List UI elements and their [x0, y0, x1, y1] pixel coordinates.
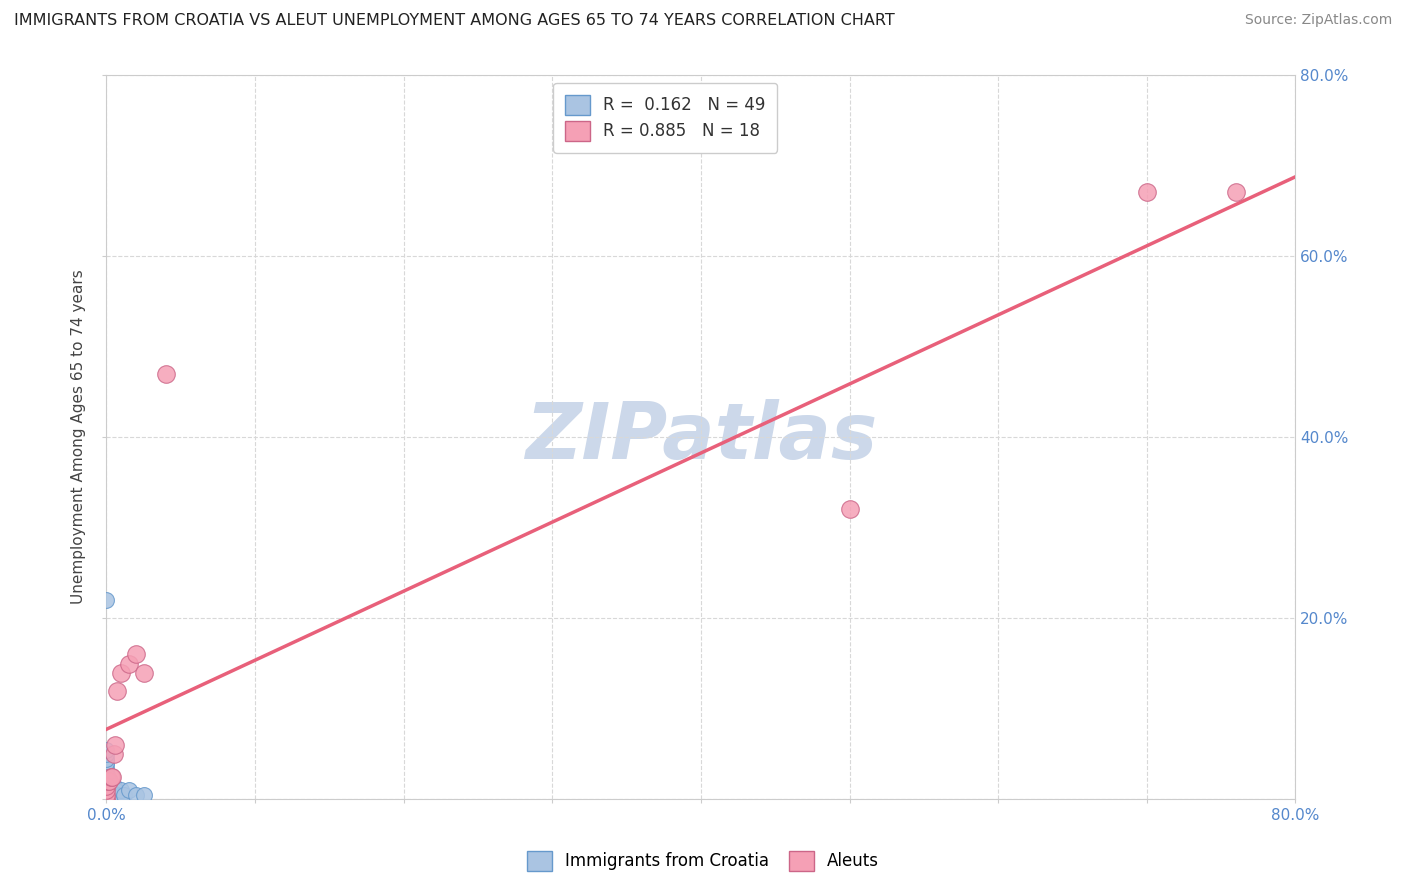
Point — [97, 788, 120, 802]
Point — [96, 756, 118, 771]
Point — [118, 657, 141, 671]
Point — [112, 788, 135, 802]
Text: ZIPatlas: ZIPatlas — [524, 399, 877, 475]
Point — [96, 783, 118, 797]
Point — [105, 683, 128, 698]
Point — [96, 593, 118, 607]
Point — [96, 747, 118, 761]
Point — [103, 747, 125, 761]
Point — [98, 779, 121, 793]
Point — [101, 770, 124, 784]
Point — [97, 779, 120, 793]
Point — [132, 665, 155, 680]
Point — [96, 783, 118, 797]
Point — [96, 792, 118, 806]
Point — [96, 792, 118, 806]
Point — [96, 765, 118, 780]
Point — [96, 765, 118, 780]
Point — [104, 783, 127, 797]
Point — [100, 783, 122, 797]
Point — [101, 788, 124, 802]
Point — [103, 788, 125, 802]
Point — [96, 774, 118, 789]
Legend: Immigrants from Croatia, Aleuts: Immigrants from Croatia, Aleuts — [519, 842, 887, 880]
Point — [108, 788, 131, 802]
Text: IMMIGRANTS FROM CROATIA VS ALEUT UNEMPLOYMENT AMONG AGES 65 TO 74 YEARS CORRELAT: IMMIGRANTS FROM CROATIA VS ALEUT UNEMPLO… — [14, 13, 894, 29]
Point — [97, 792, 120, 806]
Point — [96, 774, 118, 789]
Point — [100, 788, 122, 802]
Point — [96, 752, 118, 766]
Point — [96, 788, 118, 802]
Point — [107, 788, 129, 802]
Point — [96, 756, 118, 771]
Point — [125, 648, 148, 662]
Point — [96, 761, 118, 775]
Point — [96, 792, 118, 806]
Point — [103, 783, 125, 797]
Point — [101, 783, 124, 797]
Point — [110, 665, 132, 680]
Point — [97, 783, 120, 797]
Point — [98, 788, 121, 802]
Point — [96, 783, 118, 797]
Point — [97, 774, 120, 789]
Point — [1225, 186, 1247, 200]
Y-axis label: Unemployment Among Ages 65 to 74 years: Unemployment Among Ages 65 to 74 years — [72, 269, 86, 605]
Point — [96, 792, 118, 806]
Point — [98, 774, 121, 789]
Point — [97, 774, 120, 789]
Point — [97, 770, 120, 784]
Point — [110, 788, 132, 802]
Point — [98, 774, 121, 789]
Point — [104, 738, 127, 752]
Point — [96, 792, 118, 806]
Point — [96, 770, 118, 784]
Point — [105, 788, 128, 802]
Point — [96, 779, 118, 793]
Point — [110, 783, 132, 797]
Point — [100, 770, 122, 784]
Point — [132, 788, 155, 802]
Point — [118, 783, 141, 797]
Point — [96, 742, 118, 756]
Point — [838, 502, 860, 516]
Point — [96, 788, 118, 802]
Point — [104, 788, 127, 802]
Text: Source: ZipAtlas.com: Source: ZipAtlas.com — [1244, 13, 1392, 28]
Point — [96, 779, 118, 793]
Point — [1136, 186, 1159, 200]
Legend: R =  0.162   N = 49, R = 0.885   N = 18: R = 0.162 N = 49, R = 0.885 N = 18 — [553, 83, 778, 153]
Point — [100, 779, 122, 793]
Point — [125, 788, 148, 802]
Point — [98, 783, 121, 797]
Point — [103, 779, 125, 793]
Point — [155, 367, 177, 381]
Point — [96, 788, 118, 802]
